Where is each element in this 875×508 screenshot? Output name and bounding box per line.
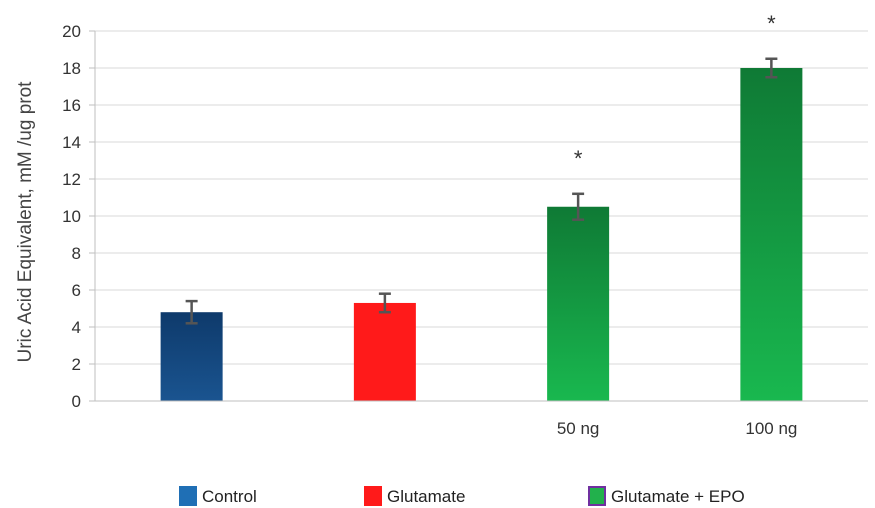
legend-swatch [179,486,197,506]
significance-marker: * [574,146,583,171]
bar [160,312,223,401]
y-tick-label: 2 [72,355,81,374]
y-tick-label: 0 [72,392,81,411]
legend-label: Glutamate + EPO [611,487,745,506]
legend-label: Glutamate [387,487,465,506]
legend-item: Glutamate [364,486,465,506]
y-tick-label: 12 [62,170,81,189]
y-tick-label: 6 [72,281,81,300]
y-tick-label: 8 [72,244,81,263]
y-tick-label: 14 [62,133,81,152]
x-tick-label: 100 ng [745,419,797,438]
y-tick-label: 18 [62,59,81,78]
y-tick-label: 10 [62,207,81,226]
bar [740,68,803,401]
y-tick-label: 20 [62,22,81,41]
legend-item: Glutamate + EPO [588,486,745,506]
legend-label: Control [202,487,257,506]
y-tick-label: 16 [62,96,81,115]
legend-item: Control [179,486,257,506]
x-tick-label: 50 ng [557,419,600,438]
legend-swatch [364,486,382,506]
significance-marker: * [767,11,776,36]
y-tick-label: 4 [72,318,81,337]
bar [547,206,610,401]
bar [353,302,416,401]
legend-swatch [588,486,606,506]
y-axis-title: Uric Acid Equivalent, mM /ug prot [15,81,36,363]
